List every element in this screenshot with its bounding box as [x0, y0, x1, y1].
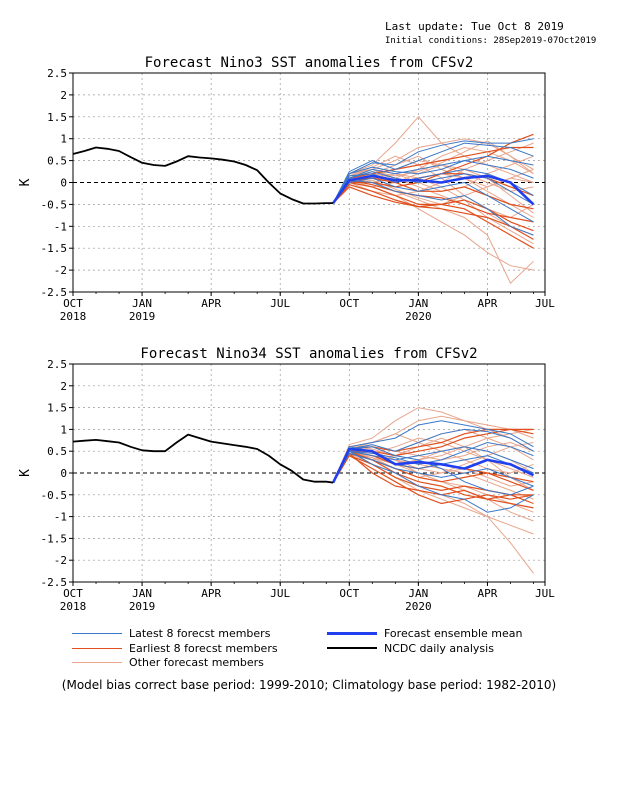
y-tick-label: 1.5: [47, 111, 67, 124]
x-tick-label: JUL: [535, 587, 555, 600]
x-tick-label: JAN: [132, 587, 152, 600]
series-latest-member: [332, 428, 534, 483]
y-tick-label: -2: [54, 264, 67, 277]
x-tick-label: OCT: [63, 297, 83, 310]
series-ensemble-mean: [332, 174, 535, 206]
series-earliest-member: [332, 184, 534, 240]
series-latest-member: [332, 177, 534, 223]
legend-swatch-mean: [327, 632, 377, 635]
x-tick-label: JAN: [408, 587, 428, 600]
chart-title: Forecast Nino34 SST anomalies from CFSv2: [140, 346, 477, 362]
series-analysis: [72, 146, 334, 205]
series-other-member: [332, 179, 534, 271]
y-tick-label: 0.5: [47, 445, 67, 458]
legend-swatch-other: [72, 662, 122, 663]
series-earliest-member: [332, 186, 534, 249]
series-latest-member: [332, 420, 534, 483]
legend-swatch-latest: [72, 633, 122, 634]
series-latest-member: [332, 155, 534, 204]
x-tick-year-label: 2020: [405, 310, 432, 323]
x-tick-label: OCT: [339, 297, 359, 310]
series-latest-member: [332, 142, 534, 204]
x-tick-label: APR: [201, 297, 221, 310]
y-tick-label: -0.5: [41, 198, 68, 211]
y-tick-label: 1: [60, 423, 67, 436]
footnote: (Model bias correct base period: 1999-20…: [61, 678, 557, 692]
y-tick-label: 0.5: [47, 155, 67, 168]
chart-title: Forecast Nino3 SST anomalies from CFSv2: [145, 55, 474, 71]
y-tick-label: 1: [60, 133, 67, 146]
x-tick-label: JUL: [270, 587, 290, 600]
x-tick-label: OCT: [339, 587, 359, 600]
series-earliest-member: [332, 179, 534, 223]
chart-nino34: Forecast Nino34 SST anomalies from CFSv2…: [18, 346, 555, 613]
x-tick-year-label: 2020: [405, 600, 432, 613]
series-latest-member: [332, 160, 534, 204]
plot-frame: [72, 363, 546, 583]
y-tick-label: 2: [60, 89, 67, 102]
chart-nino3: Forecast Nino3 SST anomalies from CFSv2 2…: [18, 55, 555, 323]
y-tick-label: 2: [60, 380, 67, 393]
x-tick-year-label: 2018: [60, 600, 87, 613]
y-tick-label: -1: [54, 220, 67, 233]
y-tick-label: -2.5: [41, 576, 68, 589]
series-other-member: [332, 452, 534, 535]
y-axis-label: K: [18, 178, 33, 186]
x-tick-year-label: 2019: [129, 600, 156, 613]
x-tick-year-label: 2018: [60, 310, 87, 323]
y-tick-label: 2.5: [47, 67, 67, 80]
x-tick-label: APR: [478, 297, 498, 310]
x-tick-label: APR: [478, 587, 498, 600]
legend-swatch-analysis: [327, 647, 377, 649]
y-tick-label: -0.5: [41, 489, 68, 502]
series-latest-member: [332, 446, 534, 483]
legend-label-other: Other forecast members: [129, 656, 264, 669]
y-tick-label: 0: [60, 177, 67, 190]
legend-swatch-earliest: [72, 648, 122, 649]
series-ensemble-mean: [332, 447, 535, 484]
legend-label-latest: Latest 8 forecst members: [129, 627, 271, 640]
series-other-member: [332, 142, 534, 204]
legend-label-analysis: NCDC daily analysis: [384, 642, 494, 655]
y-tick-label: 1.5: [47, 402, 67, 415]
y-axis-label: K: [18, 469, 33, 477]
y-tick-label: -2.5: [41, 286, 68, 299]
x-tick-year-label: 2019: [129, 310, 156, 323]
legend-label-earliest: Earliest 8 forecst members: [129, 642, 278, 655]
series-earliest-member: [332, 452, 534, 509]
x-tick-label: OCT: [63, 587, 83, 600]
y-tick-label: -1.5: [41, 242, 68, 255]
y-tick-label: -1.5: [41, 532, 68, 545]
last-update-text: Last update: Tue Oct 8 2019: [385, 20, 564, 33]
y-tick-label: -1: [54, 511, 67, 524]
series-earliest-member: [332, 450, 534, 491]
x-tick-label: JAN: [408, 297, 428, 310]
series-latest-member: [332, 452, 534, 487]
y-tick-label: 0: [60, 467, 67, 480]
series-latest-member: [332, 450, 534, 513]
series-latest-member: [332, 138, 534, 204]
plot-frame: [72, 72, 546, 293]
y-tick-label: -2: [54, 554, 67, 567]
legend-label-mean: Forecast ensemble mean: [384, 627, 523, 640]
series-other-member: [332, 407, 534, 483]
series-other-member: [332, 450, 534, 574]
x-tick-label: JUL: [535, 297, 555, 310]
series-analysis: [72, 433, 334, 484]
x-tick-label: APR: [201, 587, 221, 600]
series-latest-member: [332, 179, 534, 236]
x-tick-label: JAN: [132, 297, 152, 310]
y-tick-label: 2.5: [47, 358, 67, 371]
x-tick-label: JUL: [270, 297, 290, 310]
initial-conditions-text: Initial conditions: 28Sep2019-07Oct2019: [385, 36, 597, 46]
series-other-member: [332, 433, 534, 483]
